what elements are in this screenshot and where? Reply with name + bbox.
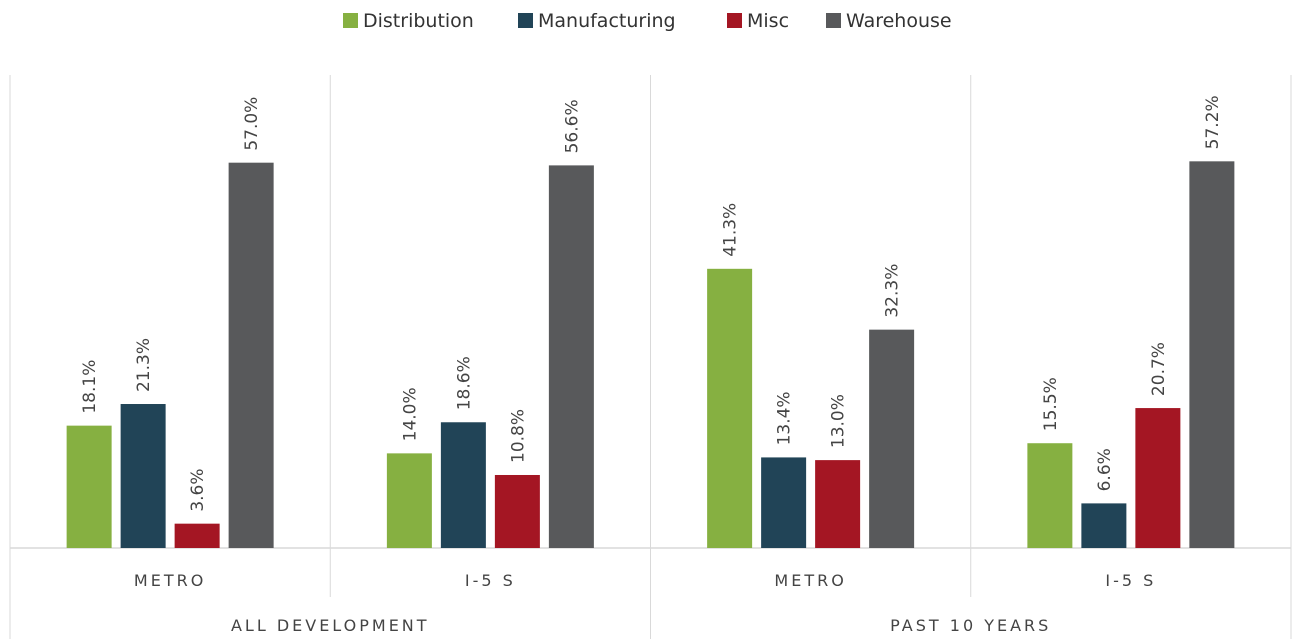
data-label-warehouse: 32.3% [883, 264, 903, 318]
legend-item-misc: Misc [727, 10, 789, 32]
data-label-distribution: 15.5% [1041, 377, 1061, 431]
bar-warehouse [1189, 161, 1235, 548]
bar-warehouse [548, 165, 594, 548]
data-label-distribution: 14.0% [400, 387, 420, 441]
data-label-warehouse: 56.6% [562, 99, 582, 153]
chart-frame [9, 75, 1292, 639]
bar-manufacturing [761, 457, 807, 548]
bar-misc [815, 460, 861, 548]
category-label: METRO [134, 571, 206, 590]
bar-misc [174, 523, 220, 548]
category-label: I-5 S [465, 571, 516, 590]
data-label-distribution: 18.1% [80, 360, 100, 414]
legend-swatch-manufacturing [518, 13, 533, 28]
bar-distribution [707, 268, 753, 548]
bar-distribution [386, 453, 432, 548]
data-label-misc: 3.6% [188, 468, 208, 511]
data-label-warehouse: 57.0% [242, 97, 262, 151]
bar-warehouse [869, 329, 915, 548]
data-label-manufacturing: 6.6% [1095, 448, 1115, 491]
bar-manufacturing [1081, 503, 1127, 548]
data-label-distribution: 41.3% [721, 203, 741, 257]
legend: Distribution Manufacturing Misc Warehouse [343, 10, 952, 32]
data-label-warehouse: 57.2% [1203, 95, 1223, 149]
legend-label-misc: Misc [747, 10, 789, 32]
legend-label-distribution: Distribution [363, 10, 474, 32]
legend-swatch-distribution [343, 13, 358, 28]
category-label: I-5 S [1105, 571, 1156, 590]
data-label-manufacturing: 21.3% [134, 338, 154, 392]
data-label-manufacturing: 13.4% [775, 391, 795, 445]
legend-item-distribution: Distribution [343, 10, 474, 32]
data-label-misc: 20.7% [1149, 342, 1169, 396]
bar-warehouse [228, 162, 274, 548]
legend-swatch-warehouse [826, 13, 841, 28]
legend-item-manufacturing: Manufacturing [518, 10, 676, 32]
legend-swatch-misc [727, 13, 742, 28]
bar-misc [1135, 408, 1181, 548]
bar-distribution [1027, 443, 1073, 548]
bar-manufacturing [440, 422, 486, 548]
group-label: PAST 10 YEARS [890, 616, 1051, 635]
category-label: METRO [774, 571, 846, 590]
bar-manufacturing [120, 404, 166, 548]
data-labels: 18.1% 21.3% 3.6% 57.0% 14.0% 18.6% 10.8% 56.6% 4… [80, 95, 1223, 511]
data-label-misc: 13.0% [829, 394, 849, 448]
data-label-misc: 10.8% [508, 409, 528, 463]
legend-label-manufacturing: Manufacturing [538, 10, 676, 32]
legend-label-warehouse: Warehouse [846, 10, 952, 32]
bar-misc [494, 474, 540, 548]
legend-item-warehouse: Warehouse [826, 10, 952, 32]
group-label: ALL DEVELOPMENT [231, 616, 430, 635]
bar-distribution [66, 425, 112, 548]
x-axis: METRO I-5 S METRO I-5 S ALL DEVELOPMENT PAST … [134, 571, 1156, 635]
bars [66, 161, 1235, 548]
data-label-manufacturing: 18.6% [454, 356, 474, 410]
